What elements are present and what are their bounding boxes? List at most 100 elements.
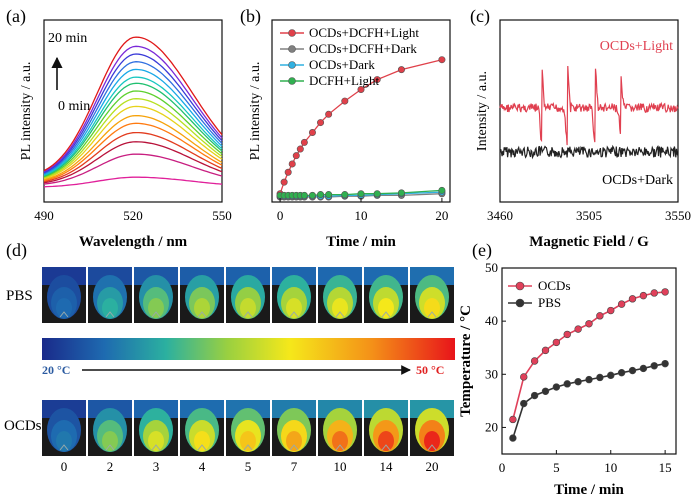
kinetic-point-0-13 — [397, 66, 405, 74]
e-ytick-1: 30 — [485, 366, 498, 381]
pbs-image-1 — [88, 267, 132, 323]
e-xtick-3: 15 — [659, 460, 672, 475]
temp-point-1-10 — [617, 368, 626, 377]
panel-b-letter: (b) — [240, 6, 261, 27]
panel-c-letter: (c) — [470, 6, 490, 27]
temp-line-1 — [512, 362, 666, 439]
kinetic-point-3-7 — [308, 191, 316, 199]
pl-spectrum-1 — [43, 153, 223, 185]
legend-marker-1 — [288, 45, 296, 53]
epr-trace-ocds-dark — [499, 144, 679, 160]
row-label-ocds: OCDs — [4, 418, 42, 434]
legend-label-0: OCDs+DCFH+Light — [309, 25, 419, 40]
temp-point-1-5 — [563, 380, 571, 388]
legend-label-2: OCDs+Dark — [309, 57, 375, 72]
panel-c-label-ocds-dark: OCDs+Dark — [602, 173, 673, 188]
pl-spectrum-8 — [43, 90, 223, 178]
pbs-image-6 — [318, 267, 362, 323]
panel-b-ylabel: PL intensity / a.u. — [248, 62, 263, 161]
ocds-image-1 — [88, 400, 132, 456]
kinetic-point-0-14 — [438, 56, 446, 64]
panel-a-xlabel: Wavelength / nm — [79, 234, 188, 250]
panel-e-plot-frame — [501, 267, 677, 455]
temp-point-0-4 — [552, 338, 561, 347]
e-legend-label-1: PBS — [538, 295, 561, 310]
legend-label-1: OCDs+DCFH+Dark — [309, 41, 417, 56]
pl-spectrum-10 — [43, 76, 223, 176]
kinetic-point-0-12 — [373, 76, 381, 84]
temp-point-0-10 — [617, 300, 626, 308]
temp-point-0-5 — [563, 330, 571, 339]
temp-point-0-14 — [661, 288, 669, 296]
ocds-image-4 — [226, 400, 270, 456]
legend-label-3: DCFH+Light — [309, 73, 380, 88]
pl-spectrum-7 — [43, 98, 223, 179]
pbs-image-8 — [410, 267, 454, 323]
e-legend-marker-1 — [515, 298, 525, 308]
panel-a-plot-frame — [43, 19, 223, 203]
kinetic-point-0-5 — [296, 145, 304, 153]
kinetic-point-0-2 — [284, 168, 292, 176]
thermal-time-4: 5 — [245, 459, 252, 474]
e-legend-label-0: OCDs — [538, 278, 571, 293]
temp-point-1-3 — [541, 387, 550, 395]
thermal-time-8: 20 — [426, 459, 439, 474]
temp-point-0-9 — [607, 306, 615, 315]
panel-b-legend: OCDs+DCFH+LightOCDs+DCFH+DarkOCDs+DarkDC… — [280, 25, 419, 88]
e-xtick-1: 5 — [553, 460, 560, 475]
temp-point-0-13 — [650, 289, 658, 297]
kinetic-point-0-8 — [317, 119, 325, 127]
kinetic-point-0-11 — [357, 85, 365, 93]
kinetic-point-0-9 — [325, 110, 333, 118]
panel-e-letter: (e) — [472, 240, 492, 261]
e-ytick-0: 20 — [485, 419, 498, 434]
pl-spectrum-6 — [43, 105, 223, 180]
temp-point-1-9 — [607, 371, 615, 380]
temp-point-0-8 — [596, 312, 604, 320]
ocds-image-2 — [134, 400, 178, 456]
kinetic-point-3-13 — [397, 189, 405, 197]
panel-a-xtick-520: 520 — [123, 208, 143, 223]
thermal-scale-max: 50 °C — [416, 363, 444, 377]
thermal-time-0: 0 — [61, 459, 68, 474]
temp-point-1-1 — [520, 399, 528, 408]
panel-b-xlabel: Time / min — [326, 234, 396, 250]
thermal-time-1: 2 — [107, 459, 114, 474]
kinetic-point-3-14 — [438, 186, 446, 194]
kinetic-point-0-7 — [308, 129, 316, 137]
panel-c-label-ocds-light: OCDs+Light — [600, 39, 673, 54]
pl-spectrum-12 — [43, 61, 223, 175]
pl-spectrum-5 — [43, 114, 223, 181]
kinetic-point-0-6 — [300, 138, 308, 146]
e-xtick-2: 10 — [604, 460, 617, 475]
panel-c-xlabel: Magnetic Field / G — [529, 234, 649, 250]
ocds-image-8 — [410, 400, 454, 456]
pl-spectrum-4 — [43, 122, 223, 182]
temp-point-0-6 — [574, 325, 582, 333]
ocds-image-0 — [42, 400, 86, 456]
thermal-time-6: 10 — [334, 459, 347, 474]
panel-e-xlabel: Time / min — [554, 482, 624, 498]
ocds-image-7 — [364, 400, 408, 456]
row-label-pbs: PBS — [6, 288, 33, 304]
panel-a-xtick-490: 490 — [34, 208, 54, 223]
kinetic-point-3-11 — [357, 190, 365, 198]
pl-spectrum-0 — [43, 176, 223, 188]
b-xtick-1: 10 — [355, 208, 368, 223]
panel-b-xticks: 0 10 20 — [277, 198, 448, 223]
temp-point-1-12 — [639, 364, 648, 373]
panel-c-ylabel: Intensity / a.u. — [475, 71, 490, 151]
thermal-time-7: 14 — [380, 459, 394, 474]
pbs-image-7 — [364, 267, 408, 323]
temp-point-1-0 — [509, 434, 517, 442]
panel-d: (d) PBS OCDs 20 °C 50 °C 0 2 3 4 5 7 10 14 20 — [4, 240, 455, 474]
thermal-color-scale — [42, 338, 455, 360]
panel-a-annotation-20min: 20 min — [48, 31, 87, 46]
pl-spectrum-9 — [43, 82, 223, 177]
pbs-image-3 — [180, 267, 224, 323]
panel-e-legend: OCDs PBS — [508, 278, 571, 310]
pl-spectrum-13 — [43, 53, 223, 174]
pl-spectrum-11 — [43, 68, 223, 175]
kinetic-point-3-12 — [373, 190, 381, 198]
